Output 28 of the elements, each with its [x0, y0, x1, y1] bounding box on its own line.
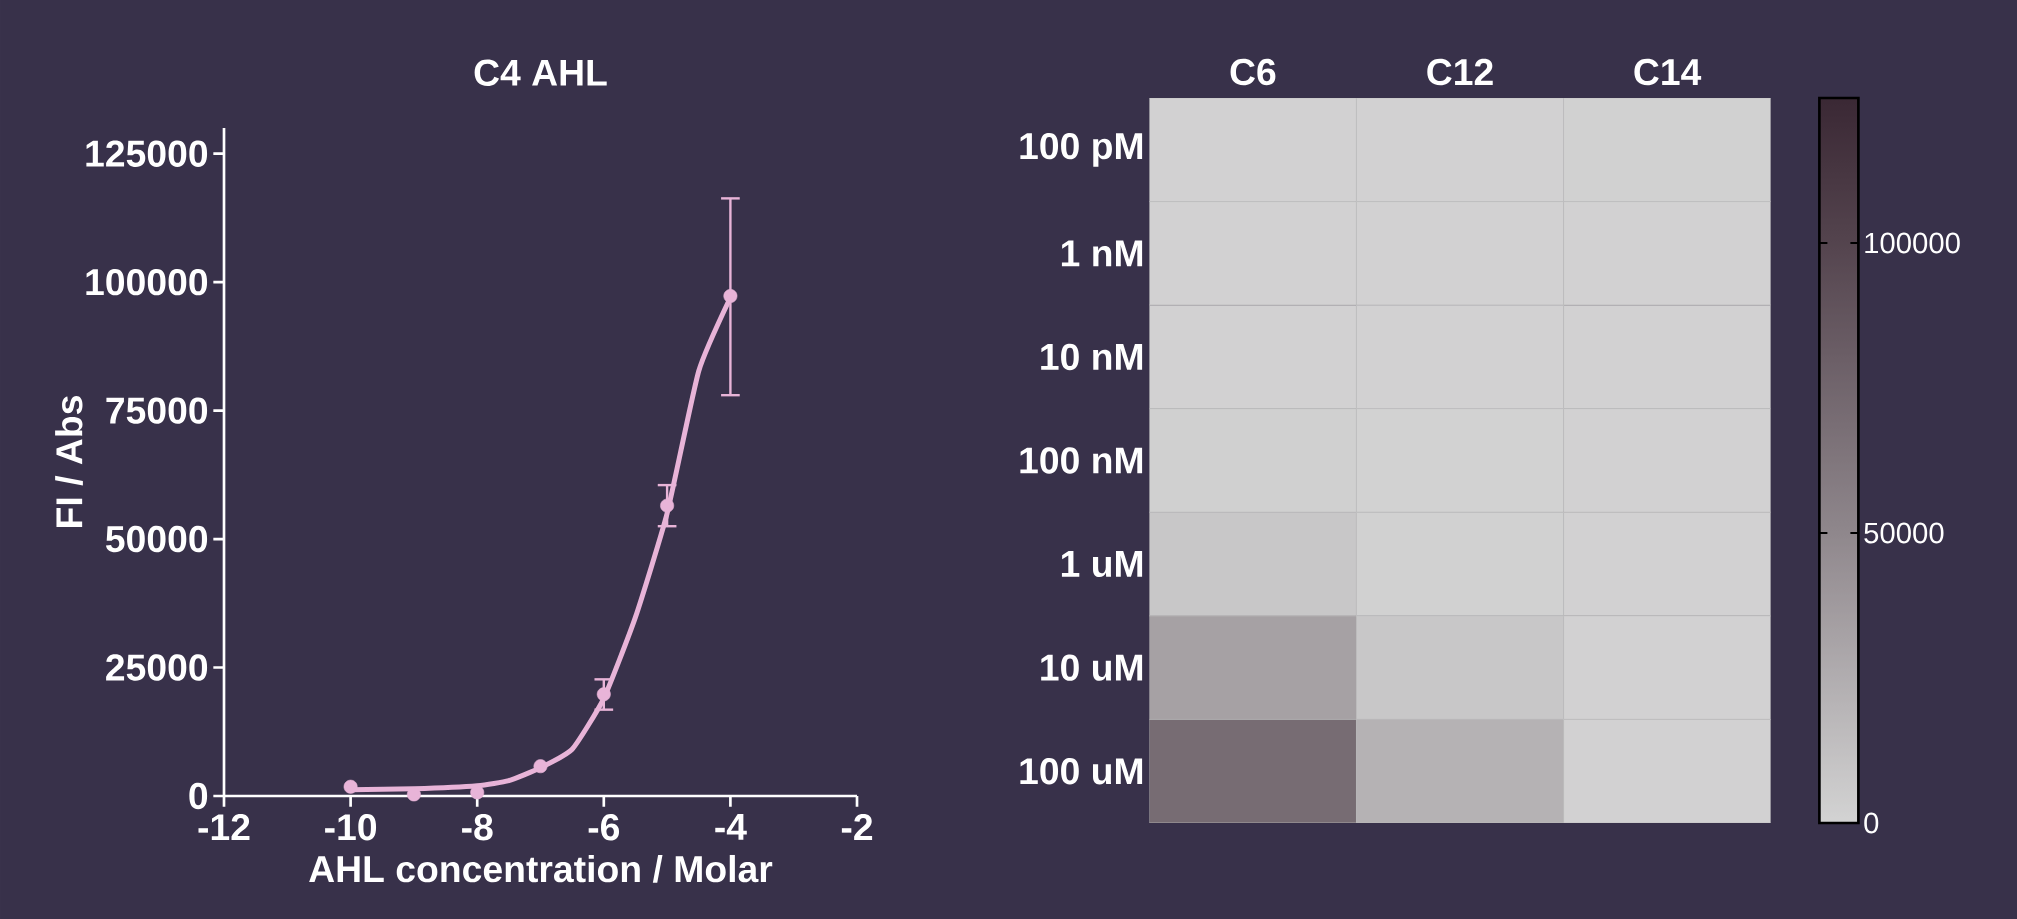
x-tick-label: C6 — [1230, 58, 1276, 86]
x-tick-label: -8 — [462, 814, 493, 841]
y-tick-label: 1 uM — [1061, 551, 1143, 578]
color-bar-label: 100000 — [1865, 232, 1960, 254]
x-tick-label: -6 — [588, 814, 620, 841]
color-bar-label: 50000 — [1864, 522, 1944, 544]
y-axis-title: FI / Abs — [55, 396, 83, 527]
y-tick-label: 10 nM — [1041, 343, 1143, 371]
y-tick-label: 0 — [189, 782, 208, 810]
y-tick-label: 1 nM — [1061, 240, 1143, 267]
y-tick-label: 100 pM — [1020, 132, 1143, 167]
color-bar-label: 0 — [1864, 812, 1879, 834]
x-tick-label: -12 — [198, 814, 250, 841]
y-tick-label: 75000 — [106, 397, 208, 424]
x-tick-label: C12 — [1427, 58, 1493, 86]
y-tick-label: 100 uM — [1020, 758, 1143, 785]
x-tick-label: C14 — [1634, 58, 1702, 86]
y-tick-label: 100 nM — [1020, 447, 1143, 474]
chart-title: C4 AHL — [474, 59, 607, 86]
y-tick-label: 10 uM — [1041, 654, 1143, 681]
y-tick-label: 100000 — [86, 268, 208, 296]
y-tick-label: 125000 — [86, 140, 208, 167]
x-tick-label: -4 — [715, 814, 747, 840]
y-tick-label: 25000 — [106, 654, 208, 681]
x-tick-label: -10 — [325, 814, 377, 841]
x-tick-label: -2 — [841, 814, 873, 841]
x-axis-title: AHL concentration / Molar — [309, 854, 773, 883]
y-tick-label: 50000 — [105, 525, 208, 553]
